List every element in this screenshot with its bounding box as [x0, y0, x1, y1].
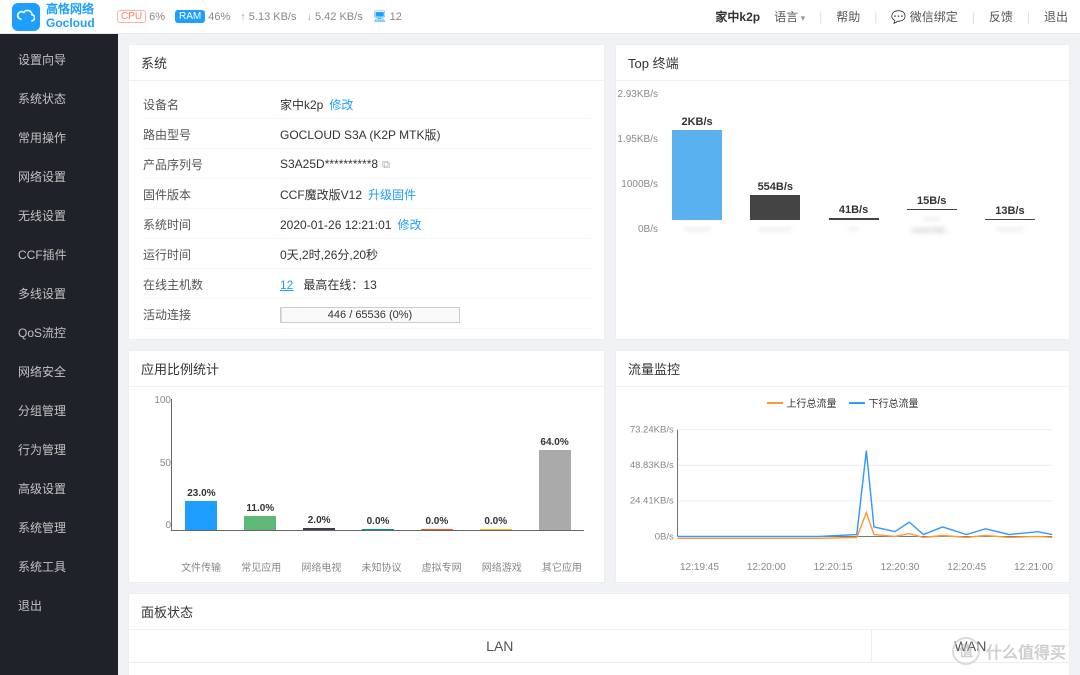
traffic-legend: 上行总流量 下行总流量: [767, 395, 919, 410]
app-bar[interactable]: 0.0%: [466, 406, 525, 530]
sys-time-val: 2020-01-26 12:21:01: [280, 218, 391, 232]
brand-name-cn: 高恪网络: [46, 3, 95, 16]
app-bar[interactable]: 2.0%: [290, 406, 349, 530]
topbar-right: 家中k2p 语言 | 帮助 | 💬 微信绑定 | 反馈 | 退出: [715, 8, 1068, 25]
app-stats-title: 应用比例统计: [129, 351, 604, 387]
lan-header: LAN: [129, 630, 872, 662]
brand-logo: 高恪网络 Gocloud: [12, 3, 117, 31]
help-link[interactable]: 帮助: [836, 8, 860, 25]
legend-down: 下行总流量: [869, 395, 919, 410]
ram-badge: RAM: [175, 10, 205, 23]
panel-status-card: 面板状态 LAN WAN: [128, 593, 1070, 675]
svg-text:73.24KB/s: 73.24KB/s: [630, 425, 674, 436]
topbar: 高恪网络 Gocloud CPU6% RAM46% 5.13 KB/s 5.42…: [0, 0, 1080, 34]
device-name[interactable]: 家中k2p: [715, 8, 760, 25]
sidebar-item-0[interactable]: 设置向导: [0, 40, 118, 79]
client-count: 12: [390, 11, 402, 23]
cpu-pct: 6%: [149, 11, 165, 23]
top-terminals-title: Top 终端: [616, 45, 1069, 81]
logout-link[interactable]: 退出: [1044, 8, 1068, 25]
sidebar-item-9[interactable]: 分组管理: [0, 391, 118, 430]
sys-devname-key: 设备名: [143, 91, 278, 119]
topbar-stats: CPU6% RAM46% 5.13 KB/s 5.42 KB/s 🖥12: [117, 10, 402, 23]
wechat-icon: 💬: [891, 10, 906, 24]
sys-model-val: GOCLOUD S3A (K2P MTK版): [280, 121, 590, 149]
feedback-link[interactable]: 反馈: [989, 8, 1013, 25]
wechat-bind-link[interactable]: 💬 微信绑定: [891, 8, 957, 25]
monitor-icon: 🖥: [373, 10, 387, 23]
copy-icon[interactable]: ⧉: [382, 159, 390, 171]
terminal-bar[interactable]: 2KB/s--------: [658, 100, 736, 235]
sys-conn-key: 活动连接: [143, 301, 278, 329]
sys-fw-val: CCF魔改版V12: [280, 188, 362, 202]
sidebar: 设置向导系统状态常用操作网络设置无线设置CCF插件多线设置QoS流控网络安全分组…: [0, 34, 118, 675]
sidebar-item-8[interactable]: 网络安全: [0, 352, 118, 391]
sidebar-item-7[interactable]: QoS流控: [0, 313, 118, 352]
app-bar[interactable]: 0.0%: [407, 406, 466, 530]
sys-hosts-key: 在线主机数: [143, 271, 278, 299]
svg-text:24.41KB/s: 24.41KB/s: [630, 496, 674, 507]
language-dropdown[interactable]: 语言: [774, 8, 805, 25]
svg-text:48.83KB/s: 48.83KB/s: [630, 460, 674, 471]
sys-fw-key: 固件版本: [143, 181, 278, 209]
app-stats-card: 应用比例统计 100500 23.0%11.0%2.0%0.0%0.0%0.0%…: [128, 350, 605, 583]
download-icon: [307, 11, 313, 23]
system-card: 系统 设备名 家中k2p 修改 路由型号 GOCLOUD S3A (K2P MTK…: [128, 44, 605, 340]
sidebar-item-3[interactable]: 网络设置: [0, 157, 118, 196]
app-bar[interactable]: 11.0%: [231, 406, 290, 530]
app-bar[interactable]: 23.0%: [172, 406, 231, 530]
traffic-title: 流量监控: [616, 351, 1069, 387]
sys-time-edit[interactable]: 修改: [397, 218, 421, 232]
brand-icon: [12, 3, 40, 31]
app-bar[interactable]: 64.0%: [525, 406, 584, 530]
sidebar-item-12[interactable]: 系统管理: [0, 508, 118, 547]
traffic-chart: 73.24KB/s 48.83KB/s 24.41KB/s 0B/s: [628, 409, 1057, 559]
sidebar-item-6[interactable]: 多线设置: [0, 274, 118, 313]
sidebar-item-5[interactable]: CCF插件: [0, 235, 118, 274]
sys-hosts-val[interactable]: 12: [280, 278, 293, 292]
cpu-badge: CPU: [117, 10, 146, 23]
app-bar[interactable]: 0.0%: [349, 406, 408, 530]
svg-text:0B/s: 0B/s: [655, 531, 674, 542]
sys-devname-val: 家中k2p: [280, 98, 323, 112]
brand-name-en: Gocloud: [46, 17, 95, 30]
main-content: 系统 设备名 家中k2p 修改 路由型号 GOCLOUD S3A (K2P MTK…: [118, 34, 1080, 675]
download-speed: 5.42 KB/s: [315, 11, 363, 23]
traffic-card: 流量监控 上行总流量 下行总流量 73.24KB/s 48.83KB/s 24.41…: [615, 350, 1070, 583]
sys-hosts-max: 13: [363, 278, 376, 292]
sidebar-item-11[interactable]: 高级设置: [0, 469, 118, 508]
ram-pct: 46%: [208, 11, 230, 23]
legend-up: 上行总流量: [787, 395, 837, 410]
terminal-bar[interactable]: 15B/s-----waterfall...: [893, 100, 971, 235]
sys-serial-key: 产品序列号: [143, 151, 278, 179]
sidebar-item-4[interactable]: 无线设置: [0, 196, 118, 235]
sys-time-key: 系统时间: [143, 211, 278, 239]
wan-header: WAN: [872, 630, 1069, 662]
connections-progress: 446 / 65536 (0%): [280, 307, 460, 323]
sys-uptime-val: 0天,2时,26分,20秒: [280, 241, 590, 269]
sys-fw-upgrade[interactable]: 升级固件: [368, 188, 416, 202]
terminal-bar[interactable]: 13B/s--------: [971, 100, 1049, 235]
sys-devname-edit[interactable]: 修改: [329, 98, 353, 112]
terminal-bar[interactable]: 41B/s---: [814, 100, 892, 235]
upload-icon: [240, 11, 246, 23]
sidebar-item-10[interactable]: 行为管理: [0, 430, 118, 469]
terminal-bar[interactable]: 554B/s----------: [736, 100, 814, 235]
upload-speed: 5.13 KB/s: [249, 11, 297, 23]
panel-status-title: 面板状态: [129, 594, 1069, 630]
sidebar-item-1[interactable]: 系统状态: [0, 79, 118, 118]
sidebar-item-2[interactable]: 常用操作: [0, 118, 118, 157]
sidebar-item-13[interactable]: 系统工具: [0, 547, 118, 586]
top-terminals-card: Top 终端 2.93KB/s1.95KB/s1000B/s0B/s 2KB/s…: [615, 44, 1070, 340]
sys-uptime-key: 运行时间: [143, 241, 278, 269]
sys-serial-val: S3A25D**********8: [280, 157, 378, 171]
sys-conn-val: 446 / 65536 (0%): [328, 309, 412, 321]
sys-model-key: 路由型号: [143, 121, 278, 149]
system-card-title: 系统: [129, 45, 604, 81]
sidebar-item-14[interactable]: 退出: [0, 586, 118, 625]
